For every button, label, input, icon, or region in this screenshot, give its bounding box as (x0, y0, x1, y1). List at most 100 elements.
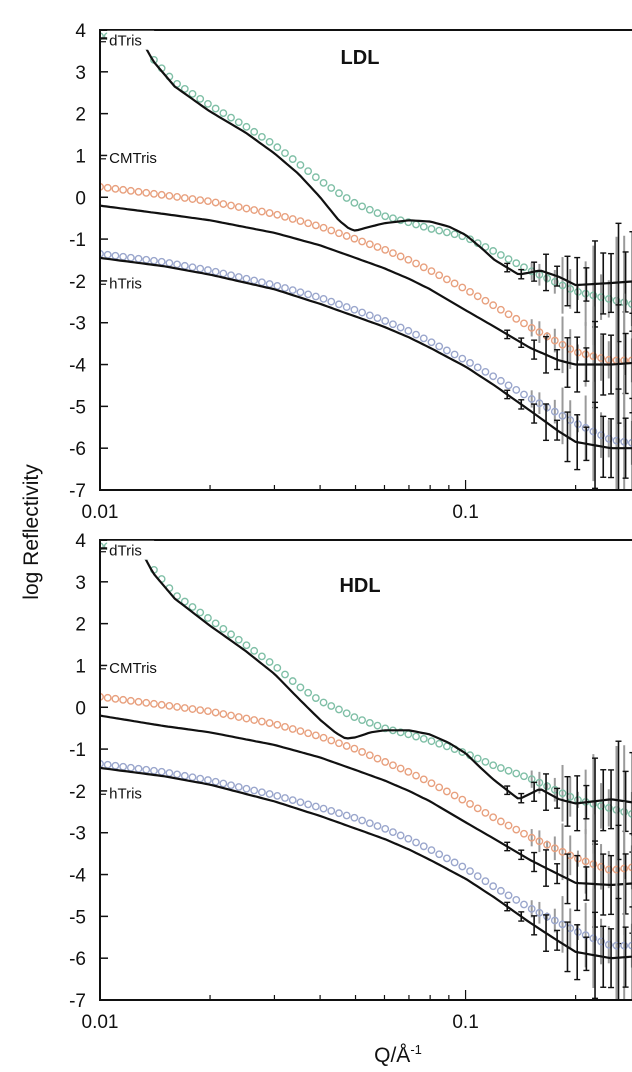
hTris-data-point (288, 796, 297, 805)
CMTris-data-point (111, 694, 120, 703)
label-backdrop (107, 783, 155, 803)
dTris-data-point (196, 608, 205, 617)
CMTris-data-point (257, 717, 266, 726)
CMTris-data-point (496, 305, 505, 314)
CMTris-data-point (442, 275, 451, 284)
y-tick-label: 2 (75, 105, 86, 126)
dTris-data-point (435, 226, 444, 235)
y-tick-label: 1 (75, 146, 86, 167)
dTris-data-point (204, 614, 212, 622)
hTris-data-point (389, 320, 397, 329)
hTris-data-point (558, 411, 567, 420)
CMTris-data-point (173, 703, 181, 711)
dTris-data-point (435, 739, 444, 748)
y-tick-label: -7 (69, 991, 86, 1012)
dTris-data-point (512, 259, 521, 268)
dTris-data-point (327, 702, 336, 710)
hTris-data-point (250, 276, 259, 285)
CMTris-data-point (288, 215, 297, 223)
hTris-data-point (188, 263, 197, 272)
hTris-data-point (101, 249, 104, 258)
y-tick-label: -5 (69, 397, 86, 418)
hTris-data-point (204, 266, 212, 274)
CMTris-data-point (458, 795, 467, 804)
CMTris-data-point (319, 733, 328, 742)
dTris-data-point (373, 721, 382, 730)
CMTris-data-point (234, 203, 243, 211)
CMTris-data-point (435, 271, 444, 280)
hTris-data-point (150, 256, 158, 265)
hTris-data-point (496, 376, 505, 385)
hTris-data-point (473, 363, 482, 372)
CMTris-data-point (196, 196, 205, 205)
CMTris-data-point (111, 184, 120, 193)
dTris-data-point (250, 646, 259, 655)
hTris-data-point (419, 842, 428, 851)
hTris-data-point (196, 264, 205, 273)
hTris-data-point (620, 941, 629, 950)
CMTris-data-point (273, 720, 282, 729)
dTris-data-point (257, 132, 266, 141)
hTris-data-point (419, 334, 428, 343)
label-backdrop (107, 30, 155, 50)
dTris-data-point (101, 32, 104, 41)
hTris-data-point (101, 759, 104, 768)
hTris-data-point (281, 284, 289, 292)
dTris-data-point (589, 291, 598, 300)
hTris-data-point (211, 267, 220, 276)
hTris-data-point (358, 816, 366, 825)
dTris-data-point (442, 228, 451, 237)
dTris-data-point (204, 99, 212, 108)
dTris-data-point (381, 724, 390, 733)
dTris-data-point (373, 209, 382, 217)
dTris-data-point (489, 247, 498, 255)
hTris-data-point (458, 862, 467, 871)
CMTris-data-point (419, 263, 428, 272)
dTris-data-point (419, 734, 428, 743)
CMTris-data-point (396, 252, 405, 261)
hTris-data-point (481, 367, 490, 376)
CMTris-data-point (381, 758, 390, 766)
hTris-data-point (103, 760, 112, 769)
hTris-data-point (234, 273, 243, 281)
CMTris-data-point (612, 865, 621, 874)
dTris-data-point (543, 782, 552, 791)
CMTris-data-point (196, 706, 205, 715)
x-tick-label: 0.01 (82, 502, 119, 523)
CMTris-data-point (119, 185, 128, 194)
x-tick-label: 0.1 (452, 502, 478, 523)
y-tick-label: 4 (75, 531, 86, 552)
hTris-data-point (442, 854, 451, 863)
CMTris-data-point (296, 727, 305, 736)
dTris-data-point (296, 683, 305, 692)
dTris-data-point (335, 705, 343, 714)
CMTris-data-point (466, 800, 474, 808)
CMTris-data-point (442, 787, 451, 796)
CMTris-data-point (103, 183, 112, 192)
dTris-data-point (219, 624, 228, 633)
y-tick-label: 4 (75, 21, 86, 42)
dTris-data-point (219, 109, 228, 118)
hTris-data-point (257, 788, 266, 797)
hTris-data-point (211, 777, 220, 786)
hTris-data-point (512, 896, 521, 904)
label-backdrop (107, 273, 155, 293)
hTris-data-point (427, 846, 436, 855)
CMTris-data-point (142, 698, 151, 707)
dTris-data-point (358, 202, 366, 211)
CMTris-data-point (335, 229, 343, 238)
CMTris-data-point (550, 336, 559, 345)
hTris-data-point (126, 763, 135, 772)
dTris-data-point (265, 658, 274, 666)
CMTris-data-point (227, 201, 235, 210)
hTris-data-point (450, 350, 459, 359)
hTris-data-point (311, 292, 320, 301)
dTris-data-point (101, 542, 104, 551)
CMTris-data-point (126, 186, 135, 195)
dTris-data-point (404, 730, 413, 739)
dTris-data-point (504, 255, 513, 263)
dTris-data-point (512, 769, 521, 778)
y-tick-label: -1 (69, 230, 86, 251)
dTris-data-point (558, 789, 567, 798)
